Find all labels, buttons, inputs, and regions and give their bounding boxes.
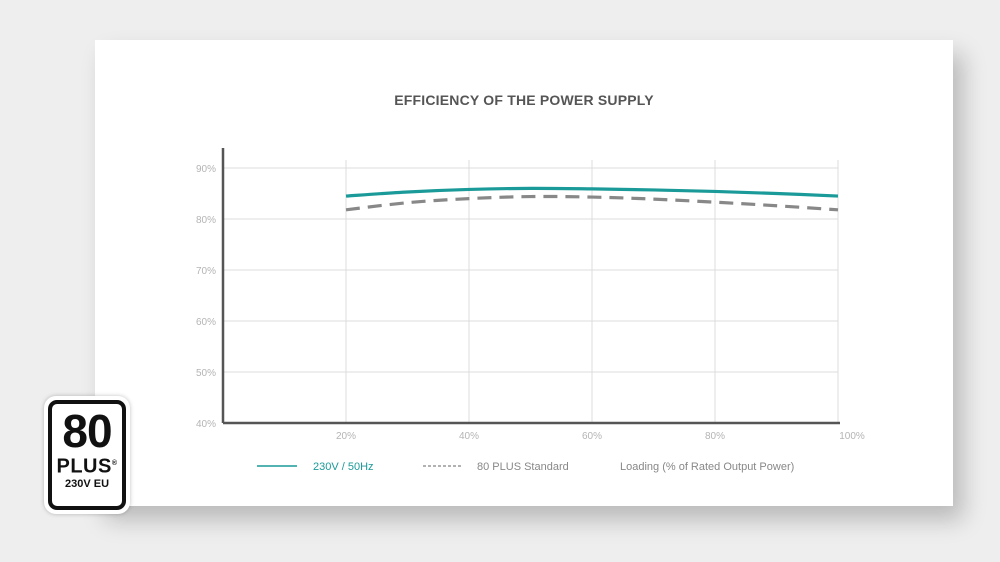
registered-mark: ® <box>111 460 118 467</box>
y-tick-label: 70% <box>196 266 216 277</box>
chart-card: EFFICIENCY OF THE POWER SUPPLY 40% 50% 60%… <box>95 40 953 506</box>
x-tick-label: 40% <box>459 431 479 442</box>
y-tick-label: 90% <box>196 164 216 175</box>
x-axis-title: Loading (% of Rated Output Power) <box>620 461 794 473</box>
y-tick-label: 40% <box>196 419 216 430</box>
badge-number: 80 <box>62 405 112 457</box>
80-plus-logo: 80 PLUS® 230V EU <box>48 400 126 510</box>
y-tick-label: 50% <box>196 368 216 379</box>
y-tick-label: 80% <box>196 215 216 226</box>
series-line-80plus-standard <box>345 194 839 212</box>
x-tick-label: 60% <box>582 431 602 442</box>
badge-plus-text: PLUS <box>56 455 112 478</box>
x-tick-label: 80% <box>705 431 725 442</box>
y-tick-label: 60% <box>196 317 216 328</box>
series-line-230v <box>345 186 839 198</box>
x-tick-label: 20% <box>336 431 356 442</box>
80-plus-badge: 80 PLUS® 230V EU <box>44 396 130 514</box>
x-tick-label: 100% <box>839 431 865 442</box>
legend-label-230v: 230V / 50Hz <box>313 461 374 473</box>
badge-subtitle: 230V EU <box>64 477 110 490</box>
efficiency-chart: 40% 50% 60% 70% 80% 90% 20% 40% 60% 80% 100% 230V /… <box>196 148 865 473</box>
chart-title: EFFICIENCY OF THE POWER SUPPLY <box>394 92 654 108</box>
badge-plus: PLUS® <box>52 454 122 477</box>
legend-label-80plus: 80 PLUS Standard <box>477 461 569 473</box>
